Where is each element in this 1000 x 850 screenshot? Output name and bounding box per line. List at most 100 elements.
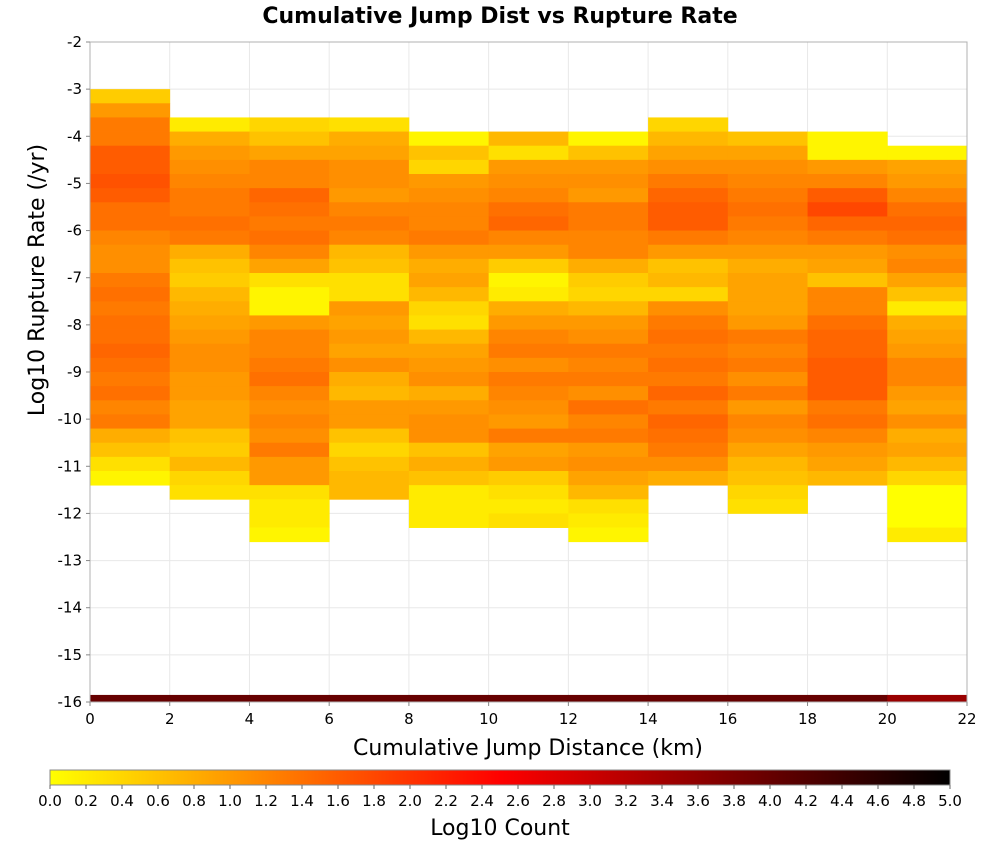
heatmap-cell: [887, 485, 968, 500]
heatmap-cell: [408, 287, 490, 302]
heatmap-cell: [249, 244, 330, 260]
colorbar-tick-label: 2.2: [434, 792, 458, 810]
colorbar-tick-label: 3.2: [614, 792, 638, 810]
heatmap-cell: [488, 287, 569, 302]
heatmap-cell: [329, 400, 410, 415]
heatmap-cell: [727, 485, 808, 500]
heatmap-cell: [727, 315, 808, 330]
y-tick-label: -16: [58, 693, 83, 711]
heatmap-cell: [488, 471, 569, 486]
heatmap-cell: [807, 258, 888, 274]
heatmap-cell: [488, 131, 569, 147]
heatmap-cell: [169, 485, 250, 500]
heatmap-cell: [329, 174, 410, 189]
heatmap-cell: [887, 315, 968, 330]
heatmap-cell: [488, 202, 569, 217]
heatmap-cell: [488, 456, 569, 472]
y-tick-label: -3: [67, 80, 82, 98]
heatmap-cell-bottom: [488, 694, 569, 702]
heatmap-cell: [568, 188, 649, 203]
heatmap-cell: [887, 499, 968, 514]
heatmap-cell: [568, 159, 649, 175]
heatmap-cell: [887, 216, 968, 231]
heatmap-cell: [90, 400, 171, 415]
heatmap-cell: [408, 485, 490, 500]
heatmap-cell: [249, 174, 330, 189]
heatmap-cell: [648, 456, 729, 472]
colorbar-tick-label: 4.8: [902, 792, 926, 810]
x-tick-label: 12: [559, 710, 578, 728]
heatmap-cell: [329, 216, 410, 231]
heatmap-cell: [887, 386, 968, 401]
heatmap-cell: [727, 343, 808, 359]
chart-title: Cumulative Jump Dist vs Rupture Rate: [262, 4, 737, 29]
x-tick-label: 0: [85, 710, 95, 728]
heatmap-cell: [249, 145, 330, 161]
heatmap-cell: [329, 428, 410, 444]
heatmap-cell: [488, 244, 569, 260]
y-tick-label: -4: [67, 127, 82, 145]
heatmap-cell: [249, 400, 330, 415]
colorbar-tick-label: 4.2: [794, 792, 818, 810]
heatmap-cell: [568, 301, 649, 316]
heatmap-cell: [887, 400, 968, 415]
heatmap-cell: [249, 258, 330, 274]
heatmap-cell: [90, 442, 171, 458]
colorbar-tick-label: 0.6: [146, 792, 170, 810]
heatmap-cell: [329, 456, 410, 472]
heatmap-cell: [249, 202, 330, 217]
heatmap-cell: [329, 131, 410, 147]
heatmap-cell: [887, 273, 968, 288]
heatmap-cell: [408, 357, 490, 373]
heatmap-cell: [90, 471, 171, 486]
heatmap-cell: [329, 386, 410, 401]
heatmap-cell: [249, 456, 330, 472]
x-tick-label: 2: [165, 710, 175, 728]
heatmap-cell: [488, 414, 569, 429]
colorbar-tick-label: 0.8: [182, 792, 206, 810]
heatmap-cell: [807, 471, 888, 486]
heatmap-cell: [568, 485, 649, 500]
heatmap-cell: [488, 188, 569, 203]
heatmap-cell: [887, 372, 968, 387]
colorbar-tick-label: 1.6: [326, 792, 350, 810]
heatmap-cell: [807, 414, 888, 429]
heatmap-cell: [648, 428, 729, 444]
heatmap-cell: [169, 287, 250, 302]
x-tick-label: 8: [404, 710, 414, 728]
heatmap-cell: [727, 258, 808, 274]
heatmap-cell: [488, 357, 569, 373]
heatmap-cell: [249, 159, 330, 175]
heatmap-cell: [568, 287, 649, 302]
heatmap-cell: [807, 329, 888, 345]
heatmap-cell: [727, 244, 808, 260]
heatmap-cell: [807, 273, 888, 288]
x-axis-ticks: 0 2 4 6 8 10 12 14 16 18 20 22: [85, 702, 977, 728]
heatmap-cell: [249, 499, 330, 514]
heatmap-cell: [727, 301, 808, 316]
heatmap-cell: [249, 485, 330, 500]
heatmap-cell: [169, 400, 250, 415]
heatmap-cell: [568, 315, 649, 330]
heatmap-cell: [488, 258, 569, 274]
heatmap-cell: [807, 244, 888, 260]
heatmap-cell: [249, 131, 330, 147]
heatmap-cell: [568, 372, 649, 387]
heatmap-cell: [408, 499, 490, 514]
heatmap-cell-bottom: [887, 694, 968, 702]
heatmap-cell: [568, 428, 649, 444]
colorbar-ticks: 0.0 0.2 0.4 0.6 0.8 1.0 1.2 1.4 1.6 1.8 2.0 2.2 2.4 2…: [38, 785, 962, 810]
heatmap-cell: [568, 386, 649, 401]
heatmap-cell: [727, 386, 808, 401]
heatmap-cell: [329, 244, 410, 260]
heatmap-cell-bottom: [807, 694, 888, 702]
heatmap-cell: [488, 329, 569, 345]
heatmap-cell-bottom: [568, 694, 649, 702]
heatmap-cell: [169, 145, 250, 161]
heatmap-cell: [169, 372, 250, 387]
heatmap-cell: [568, 273, 649, 288]
heatmap-cell: [648, 357, 729, 373]
heatmap-cell: [648, 216, 729, 231]
colorbar-tick-label: 2.4: [470, 792, 494, 810]
